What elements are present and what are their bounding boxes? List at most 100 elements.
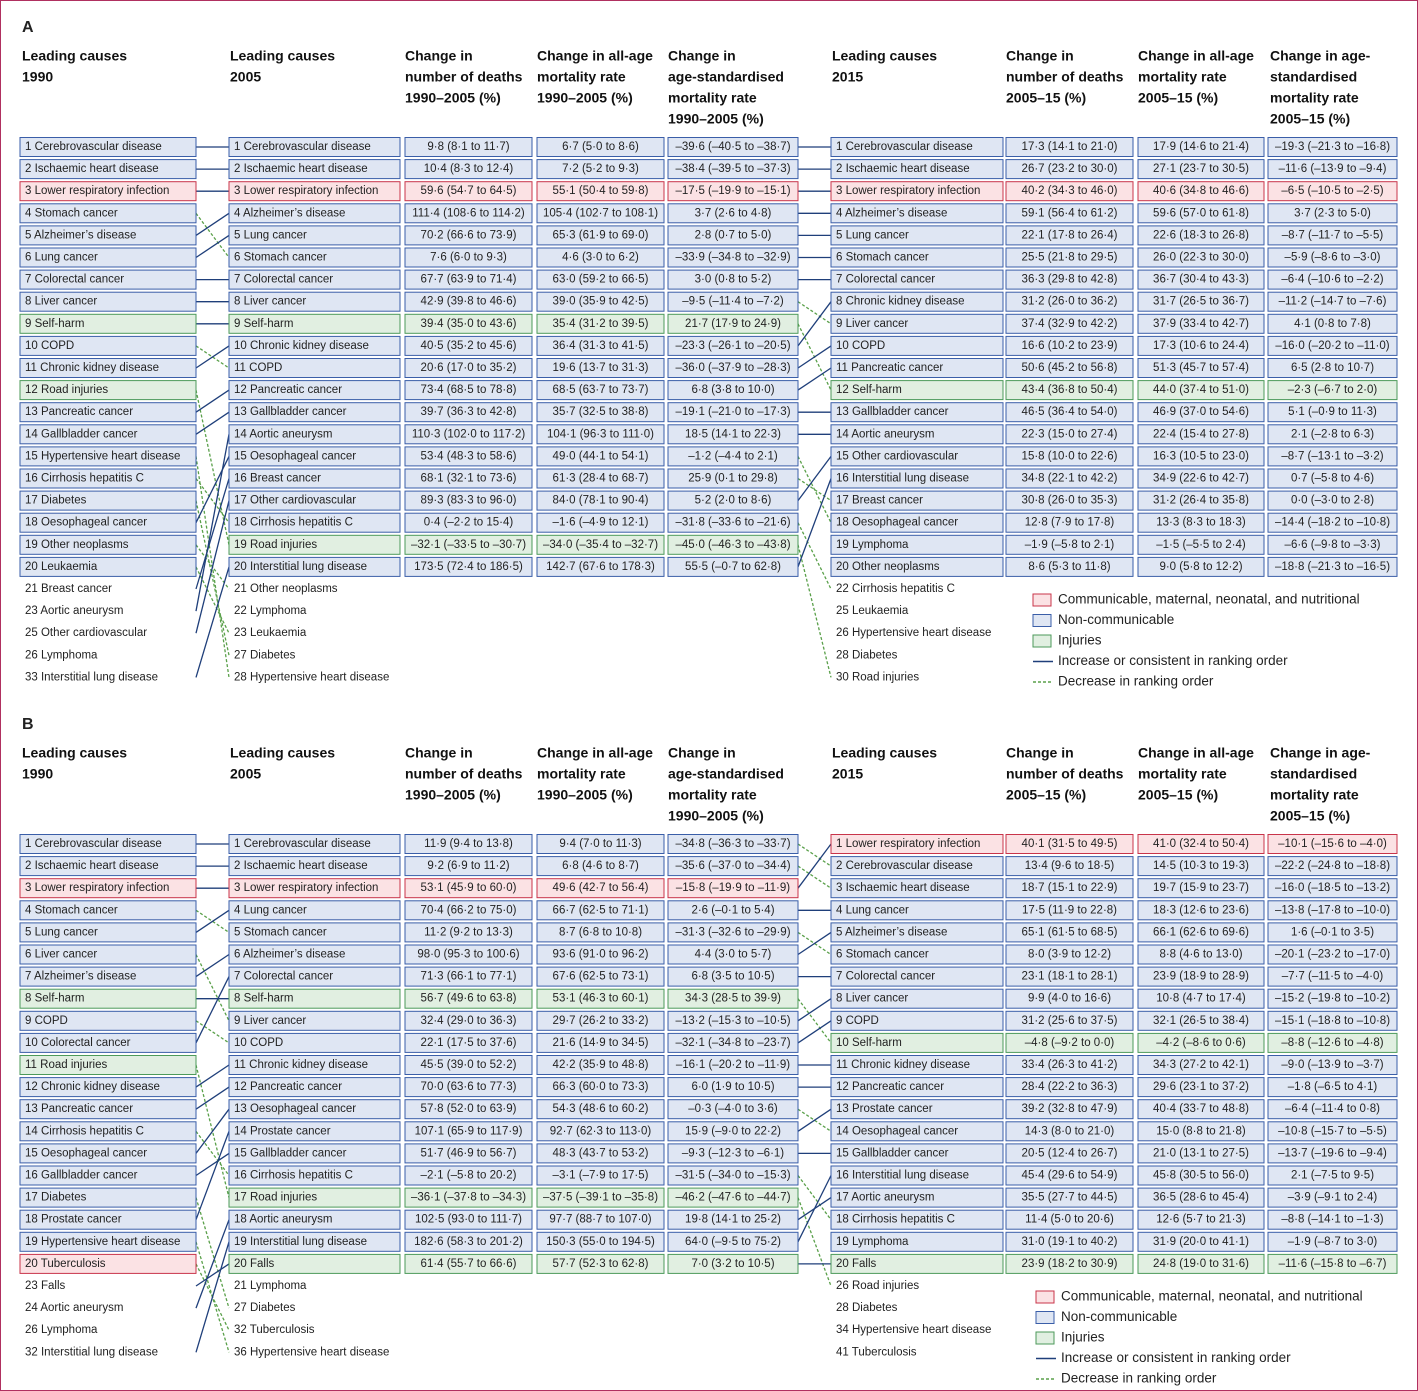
change-value: 39·7 (36·3 to 42·8) <box>421 406 517 418</box>
cause-box <box>228 878 401 899</box>
cause-label: 6 Lung cancer <box>25 252 98 264</box>
change-cell <box>1005 424 1134 445</box>
cause-label: 2 Cerebrovascular disease <box>836 860 973 872</box>
change-value: 36·3 (29·8 to 42·8) <box>1022 274 1118 286</box>
change-value: 26·0 (22·3 to 30·0) <box>1153 252 1249 264</box>
change-cell <box>667 181 799 202</box>
change-cell <box>1005 291 1134 312</box>
change-cell <box>1005 1253 1134 1274</box>
cause-box <box>830 424 1004 445</box>
change-cell <box>1005 556 1134 577</box>
cause-label: 16 Cirrhosis hepatitis C <box>25 473 144 485</box>
cause-label: 4 Stomach cancer <box>25 904 118 916</box>
cause-label: 14 Cirrhosis hepatitis C <box>25 1125 144 1137</box>
column-header: Change in <box>668 745 736 761</box>
column-header: mortality rate <box>537 766 626 782</box>
change-cell <box>667 1032 799 1053</box>
cause-box <box>830 137 1004 157</box>
legend-label: Communicable, maternal, neonatal, and nu… <box>1058 592 1360 607</box>
change-value: 24·8 (19·0 to 31·6) <box>1153 1258 1249 1270</box>
cause-box <box>228 159 401 180</box>
cause-label: 14 Aortic aneurysm <box>836 428 934 440</box>
change-cell <box>1137 446 1265 467</box>
change-cell <box>536 1055 665 1075</box>
cause-box <box>830 313 1004 334</box>
change-cell <box>1005 159 1134 180</box>
change-value: 6·8 (4·6 to 8·7) <box>562 860 639 872</box>
cause-label: 15 Oesophageal cancer <box>234 450 356 462</box>
rank-connector <box>797 931 832 956</box>
cause-label: 19 Road injuries <box>234 539 317 551</box>
change-cell <box>1137 225 1265 246</box>
change-cell <box>1267 944 1398 965</box>
change-cell <box>1137 534 1265 555</box>
cause-label: 28 Diabetes <box>836 1302 898 1314</box>
change-value: –13·7 (–19·6 to –9·4) <box>1278 1147 1387 1159</box>
change-value: 66·3 (60·0 to 73·3) <box>553 1081 649 1093</box>
change-cell <box>404 291 533 312</box>
rank-connector <box>797 544 832 678</box>
change-cell <box>1267 1121 1398 1142</box>
change-value: 44·0 (37·4 to 51·0) <box>1153 384 1249 396</box>
column-header: Change in <box>1006 745 1074 761</box>
cause-label: 26 Lymphoma <box>25 649 98 661</box>
column-header: mortality rate <box>537 69 626 85</box>
change-cell <box>404 878 533 899</box>
change-cell <box>667 1253 799 1274</box>
column-header: 1990–2005 (%) <box>668 111 764 127</box>
cause-label: 26 Hypertensive heart disease <box>836 627 991 639</box>
change-cell <box>667 358 799 378</box>
change-cell <box>1005 181 1134 202</box>
change-value: 65·1 (61·5 to 68·5) <box>1022 926 1118 938</box>
cause-label: 18 Prostate cancer <box>25 1214 122 1226</box>
change-cell <box>1005 358 1134 378</box>
cause-label: 9 Liver cancer <box>836 318 908 330</box>
change-cell <box>1137 269 1265 290</box>
cause-label: 22 Cirrhosis hepatitis C <box>836 583 955 595</box>
cause-label: 5 Alzheimer’s disease <box>836 926 947 938</box>
cause-label: 14 Prostate cancer <box>234 1125 331 1137</box>
change-cell <box>1137 988 1265 1009</box>
cause-label: 6 Stomach cancer <box>836 949 929 961</box>
change-value: 39·4 (35·0 to 43·6) <box>421 318 517 330</box>
change-value: –16·0 (–20·2 to –11·0) <box>1275 340 1389 352</box>
change-value: –0·3 (–4·0 to 3·6) <box>688 1103 778 1115</box>
change-cell <box>1005 380 1134 401</box>
change-value: 41·0 (32·4 to 50·4) <box>1153 838 1249 850</box>
change-value: 8·8 (4·6 to 13·0) <box>1159 949 1242 961</box>
cause-label: 10 Chronic kidney disease <box>234 340 369 352</box>
change-cell <box>1267 922 1398 943</box>
change-cell <box>1267 335 1398 356</box>
cause-box <box>19 490 197 511</box>
change-value: 14·3 (8·0 to 21·0) <box>1025 1125 1115 1137</box>
cause-box <box>830 402 1004 423</box>
cause-box <box>19 291 197 312</box>
change-cell <box>1005 490 1134 511</box>
change-cell <box>667 1010 799 1031</box>
change-value: 51·7 (46·9 to 56·7) <box>421 1147 517 1159</box>
change-cell <box>536 335 665 356</box>
cause-label: 41 Tuberculosis <box>836 1346 917 1358</box>
change-cell <box>536 137 665 157</box>
change-value: 4·1 (0·8 to 7·8) <box>1294 318 1371 330</box>
change-cell <box>1267 834 1398 854</box>
rank-connector <box>195 345 230 369</box>
change-cell <box>404 269 533 290</box>
change-cell <box>536 856 665 877</box>
cause-box <box>19 137 197 157</box>
cause-label: 18 Cirrhosis hepatitis C <box>836 1214 955 1226</box>
column-header: Change in all-age <box>537 48 653 64</box>
change-value: –22·2 (–24·8 to –18·8) <box>1275 860 1390 872</box>
change-value: 31·9 (20·0 to 41·1) <box>1153 1236 1249 1248</box>
change-value: 93·6 (91·0 to 96·2) <box>553 949 649 961</box>
rank-connector <box>195 566 230 678</box>
change-cell <box>667 291 799 312</box>
cause-label: 6 Liver cancer <box>25 949 97 961</box>
change-cell <box>667 922 799 943</box>
rank-connector <box>195 1086 230 1110</box>
change-value: 8·6 (5·3 to 11·8) <box>1028 561 1110 573</box>
cause-label: 15 Gallbladder cancer <box>836 1147 949 1159</box>
change-cell <box>667 1209 799 1230</box>
cause-box <box>19 1231 197 1252</box>
change-cell <box>1137 1099 1265 1120</box>
